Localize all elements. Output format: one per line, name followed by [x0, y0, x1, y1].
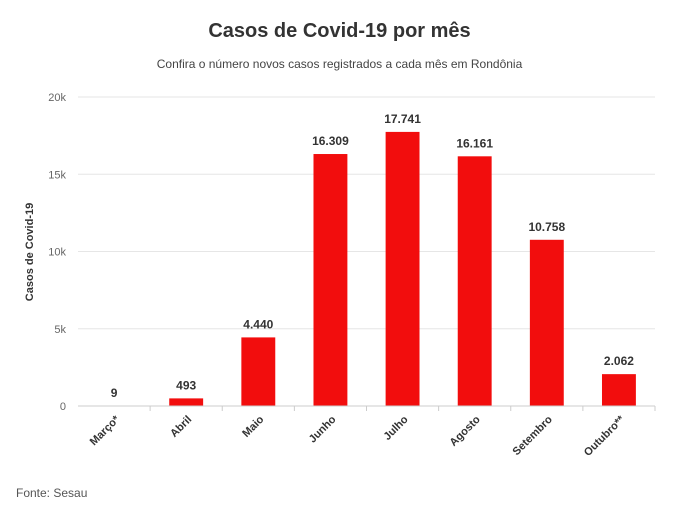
category-label: Março*: [88, 413, 123, 448]
y-axis-ticks: 0 5k 10k 15k 20k: [48, 92, 66, 413]
y-tick-label: 20k: [48, 92, 66, 104]
data-label: 4.440: [243, 317, 273, 331]
chart-subtitle: Confira o número novos casos registrados…: [156, 57, 523, 71]
chart-title: Casos de Covid-19 por mês: [208, 20, 471, 42]
bar: [457, 156, 492, 406]
y-tick-label: 10k: [48, 247, 66, 259]
y-axis-label: Casos de Covid-19: [24, 203, 36, 301]
category-label: Junho: [307, 413, 339, 445]
y-tick-label: 0: [60, 401, 66, 413]
data-label: 16.161: [456, 136, 493, 150]
data-label: 493: [176, 378, 196, 392]
category-label: Agosto: [448, 413, 483, 448]
data-label: 9: [111, 386, 118, 400]
category-label: Outubro**: [582, 413, 628, 459]
category-label: Setembro: [511, 413, 556, 458]
bar: [169, 398, 204, 406]
data-label: 16.309: [312, 134, 349, 148]
data-label: 10.758: [528, 220, 565, 234]
y-tick-label: 5k: [54, 324, 66, 336]
category-label: Julho: [381, 413, 410, 442]
data-label: 2.062: [604, 354, 634, 368]
x-axis-categories: Março* Abril Maio Junho Julho Agosto Setembro O…: [88, 406, 656, 459]
data-label: 17.741: [384, 112, 421, 126]
bar: [241, 337, 276, 406]
bars: [97, 131, 636, 406]
bar: [601, 374, 636, 406]
data-labels: 9 493 4.440 16.309 17.741 16.161 10.758 2.062: [111, 112, 635, 400]
bar: [385, 131, 420, 406]
bar: [529, 239, 564, 406]
y-tick-label: 15k: [48, 169, 66, 181]
category-label: Abril: [168, 414, 194, 440]
bar: [313, 154, 348, 406]
source-note: Fonte: Sesau: [16, 486, 88, 500]
category-label: Maio: [240, 413, 266, 439]
gridlines: [78, 96, 655, 330]
